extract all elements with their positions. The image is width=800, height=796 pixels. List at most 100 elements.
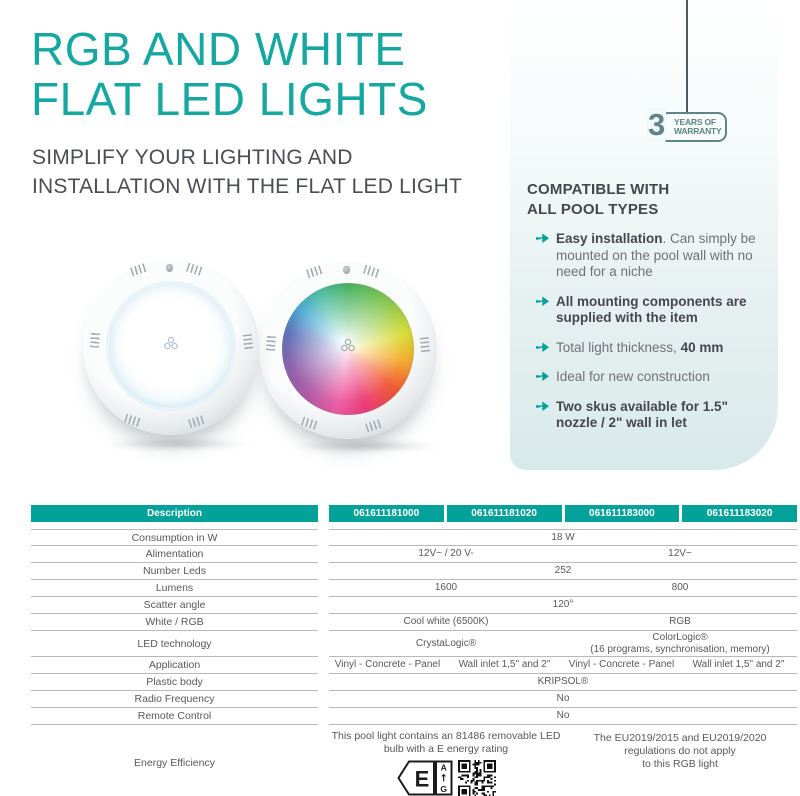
warranty-badge-box: YEARS OF WARRANTY: [659, 112, 727, 142]
row-values: No: [329, 708, 797, 725]
row-value-cell: Cool white (6500K): [403, 616, 489, 628]
column-gap: [318, 529, 329, 546]
column-gap: [318, 505, 329, 522]
rim-drop-dot: [165, 264, 173, 273]
info-panel-background: [510, 0, 778, 470]
feature-text: All mounting components are supplied wit…: [556, 293, 747, 326]
row-value-cell: 12V~: [668, 548, 692, 560]
arrow-right-icon: [536, 371, 549, 381]
table-row: Plastic body KRIPSOL®: [31, 674, 797, 691]
energy-efficiency-row: Energy Efficiency This pool light contai…: [31, 727, 797, 796]
warranty-years-number: 3: [647, 107, 667, 142]
row-value-cell: 800: [671, 582, 689, 594]
arrow-right-icon: [536, 233, 549, 243]
row-values: 252: [329, 563, 797, 580]
row-label: Radio Frequency: [31, 691, 318, 708]
feature-item: Ideal for new construction: [536, 369, 768, 386]
arrow-right-icon: [536, 296, 549, 306]
vent-slots: [187, 415, 206, 429]
feature-item: Two skus available for 1.5" nozzle / 2" …: [536, 399, 768, 432]
page-subtitle-line2: INSTALLATION WITH THE FLAT LED LIGHT: [32, 175, 462, 198]
table-row: Consumption in W 18 W: [31, 529, 797, 546]
column-gap: [318, 691, 329, 708]
row-values: 120°: [329, 597, 797, 614]
row-values: Cool white (6500K) RGB: [329, 614, 797, 631]
row-label: Alimentation: [31, 546, 318, 563]
header-sku-codes: 061611181000 061611181020 061611183000 0616…: [329, 505, 797, 522]
row-label: Consumption in W: [31, 529, 318, 546]
table-row: Radio Frequency No: [31, 691, 797, 708]
row-value-cell: No: [556, 693, 570, 705]
svg-text:↑: ↑: [439, 774, 447, 785]
column-gap: [318, 614, 329, 631]
row-values: No: [329, 691, 797, 708]
features-heading-line2: ALL POOL TYPES: [527, 201, 659, 218]
features-list: Easy installation. Can simply be mounted…: [536, 231, 768, 445]
feature-item: Easy installation. Can simply be mounted…: [536, 231, 768, 281]
feature-text: Easy installation. Can simply be mounted…: [556, 231, 756, 279]
row-label: Scatter angle: [31, 597, 318, 614]
row-value-cell: RGB: [669, 616, 691, 628]
page-subtitle: SIMPLIFY YOUR LIGHTING AND INSTALLATION …: [32, 143, 462, 201]
rim-drop-dot: [342, 266, 350, 275]
spec-table: Description 061611181000 061611181020 06161…: [31, 505, 797, 796]
column-gap: [318, 674, 329, 691]
warranty-text-line2: WARRANTY: [674, 126, 722, 136]
row-label: Plastic body: [31, 674, 318, 691]
badge-hang-line: [686, 0, 688, 114]
column-gap: [318, 727, 329, 796]
energy-class-arrow-icon: E A ↑ G: [396, 760, 452, 796]
vent-slots: [364, 418, 383, 433]
light-shadow: [103, 438, 253, 450]
page-title-line2: FLAT LED LIGHTS: [31, 73, 428, 125]
table-row: Remote Control No: [31, 708, 797, 725]
table-row: Application Vinyl - Concrete - Panel Wall …: [31, 657, 797, 674]
row-label: Application: [31, 657, 318, 674]
table-row: White / RGB Cool white (6500K) RGB: [31, 614, 797, 631]
vent-slots: [306, 264, 325, 279]
row-label: Number Leds: [31, 563, 318, 580]
feature-text: Ideal for new construction: [556, 369, 710, 384]
rgb-lens: [282, 283, 414, 415]
row-value-cell: KRIPSOL®: [537, 676, 589, 688]
vent-slots: [129, 262, 148, 277]
column-gap: [318, 657, 329, 674]
row-value-cell: Vinyl - Concrete - Panel: [334, 659, 441, 671]
feature-text: Two skus available for 1.5" nozzle / 2" …: [556, 398, 728, 431]
header-sku-code: 061611183020: [682, 505, 797, 522]
energy-efficiency-values: This pool light contains an 81486 remova…: [329, 727, 797, 796]
svg-text:G: G: [440, 784, 447, 794]
row-value-cell: Vinyl - Concrete - Panel: [568, 659, 675, 671]
row-values: Vinyl - Concrete - Panel Wall inlet 1,5" …: [329, 657, 797, 674]
features-heading: COMPATIBLE WITH ALL POOL TYPES: [527, 180, 669, 220]
row-value-cell: 1600: [434, 582, 458, 594]
column-gap: [318, 597, 329, 614]
energy-note-left-block: This pool light contains an 81486 remova…: [329, 727, 563, 796]
qr-code: [457, 760, 496, 796]
vent-slots: [265, 333, 276, 351]
feature-text: Total light thickness, 40 mm: [556, 339, 724, 355]
rgb-led-light-image: [259, 261, 437, 439]
row-value-cell: No: [556, 710, 570, 722]
column-gap: [318, 631, 329, 657]
row-value-cell: 252: [554, 565, 572, 577]
table-row: Lumens 1600 800: [31, 580, 797, 597]
column-gap: [318, 563, 329, 580]
row-values: 12V~ / 20 V- 12V~: [329, 546, 797, 563]
header-sku-code: 061611181000: [329, 505, 444, 522]
row-value-cell: Wall inlet 1,5" and 2": [692, 659, 785, 671]
lens-center-knob-icon: [341, 339, 355, 352]
table-row: Scatter angle 120°: [31, 597, 797, 614]
row-label: White / RGB: [31, 614, 318, 631]
lens-center-knob-icon: [164, 336, 178, 349]
energy-note-left: This pool light contains an 81486 remova…: [331, 730, 561, 755]
svg-text:E: E: [414, 767, 429, 792]
row-values: KRIPSOL®: [329, 674, 797, 691]
row-label: Lumens: [31, 580, 318, 597]
header-description: Description: [31, 505, 318, 522]
page-subtitle-line1: SIMPLIFY YOUR LIGHTING AND: [32, 146, 353, 169]
row-value-cell: Wall inlet 1,5" and 2": [458, 659, 551, 671]
vent-slots: [420, 337, 431, 355]
warranty-text-line1: YEARS OF: [674, 116, 716, 127]
column-gap: [318, 708, 329, 725]
